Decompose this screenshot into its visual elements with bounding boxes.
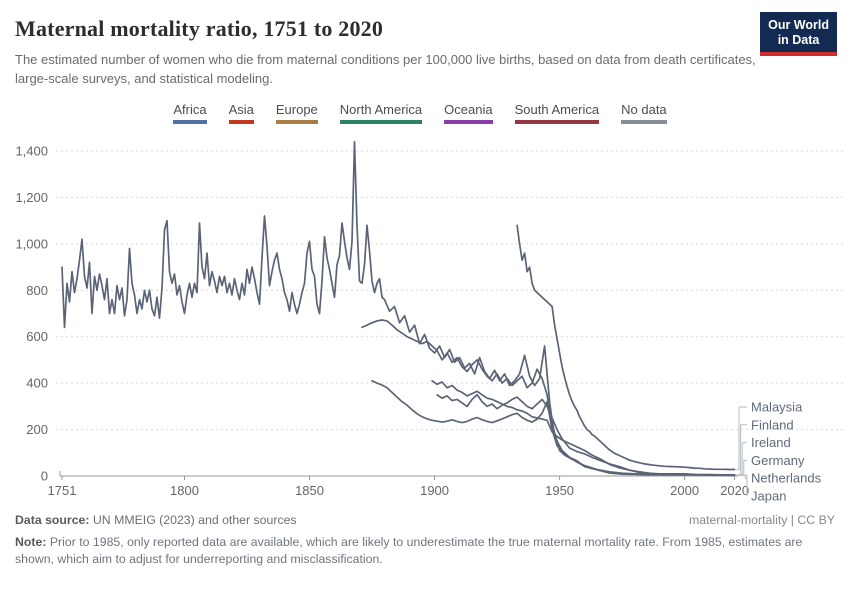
chart-header: Maternal mortality ratio, 1751 to 2020 T…: [0, 0, 850, 89]
data-source: Data source: UN MMEIG (2023) and other s…: [15, 513, 297, 527]
chart-footer: Data source: UN MMEIG (2023) and other s…: [0, 513, 850, 568]
page-title: Maternal mortality ratio, 1751 to 2020: [15, 16, 384, 41]
legend-item-oceania[interactable]: Oceania: [444, 101, 493, 124]
x-tick-label: 1900: [420, 483, 449, 498]
license-text[interactable]: maternal-mortality | CC BY: [688, 512, 835, 527]
legend-swatch: [339, 119, 423, 124]
legend-swatch: [514, 119, 600, 124]
y-tick-label: 800: [26, 282, 48, 297]
entity-leader-malaysia: [736, 406, 747, 470]
owid-logo-line1: Our World: [768, 18, 829, 32]
legend-swatch: [275, 119, 318, 124]
legend-swatch: [621, 119, 667, 124]
series-line-netherlands[interactable]: [371, 379, 736, 476]
legend-label: North America: [339, 101, 423, 117]
x-tick-label: 1850: [295, 483, 324, 498]
legend-item-north-america[interactable]: North America: [339, 101, 423, 124]
legend-label: Europe: [275, 101, 318, 117]
entity-label-ireland[interactable]: Ireland: [751, 435, 791, 450]
legend-item-africa[interactable]: Africa: [173, 101, 207, 124]
y-tick-label: 0: [41, 468, 48, 483]
y-tick-label: 1,400: [15, 143, 48, 158]
entity-label-netherlands[interactable]: Netherlands: [751, 470, 822, 485]
legend-swatch: [173, 119, 207, 124]
data-source-text: UN MMEIG (2023) and other sources: [89, 512, 297, 527]
y-tick-label: 200: [26, 422, 48, 437]
legend-label: Africa: [173, 101, 207, 117]
continent-legend: Africa Asia Europe North America Oceania Sout…: [0, 102, 850, 124]
x-tick-label: 2020: [720, 483, 749, 498]
y-tick-label: 600: [26, 329, 48, 344]
entity-label-malaysia[interactable]: Malaysia: [751, 399, 803, 414]
entity-label-japan[interactable]: Japan: [751, 488, 786, 503]
legend-item-europe[interactable]: Europe: [275, 101, 318, 124]
entity-label-finland[interactable]: Finland: [751, 417, 794, 432]
legend-item-no-data[interactable]: No data: [621, 102, 667, 124]
entity-label-germany[interactable]: Germany: [751, 453, 805, 468]
series-line-finland[interactable]: [61, 140, 736, 476]
page-subtitle: The estimated number of women who die fr…: [15, 52, 756, 86]
series-line-japan[interactable]: [431, 379, 736, 476]
legend-label: Asia: [228, 101, 254, 117]
x-tick-label: 2000: [670, 483, 699, 498]
series-line-malaysia[interactable]: [516, 224, 736, 471]
maternal-mortality-line-chart[interactable]: 0 200 400 600 800 1,000 1,200 1,400 1751 1800 1850…: [0, 126, 850, 511]
x-tick-label: 1800: [170, 483, 199, 498]
note-text: Prior to 1985, only reported data are av…: [15, 534, 803, 566]
x-tick-label: 1751: [48, 483, 77, 498]
data-source-label: Data source:: [15, 512, 90, 527]
legend-label: Oceania: [444, 101, 493, 117]
legend-swatch: [228, 119, 254, 124]
legend-swatch: [444, 119, 493, 124]
y-tick-label: 400: [26, 375, 48, 390]
legend-item-south-america[interactable]: South America: [514, 101, 600, 124]
owid-logo[interactable]: Our World in Data: [760, 12, 837, 56]
legend-label: South America: [514, 101, 600, 117]
series-line-germany[interactable]: [436, 393, 736, 476]
legend-item-asia[interactable]: Asia: [228, 101, 254, 124]
owid-logo-line2: in Data: [777, 32, 820, 47]
y-tick-label: 1,200: [15, 190, 48, 205]
legend-label: No data: [621, 101, 667, 117]
entity-leader-japan: [736, 474, 748, 496]
note-label: Note:: [15, 534, 47, 549]
chart-note: Note: Prior to 1985, only reported data …: [15, 534, 835, 568]
y-tick-label: 1,000: [15, 236, 48, 251]
series-line-ireland[interactable]: [361, 318, 736, 476]
x-tick-label: 1950: [545, 483, 574, 498]
